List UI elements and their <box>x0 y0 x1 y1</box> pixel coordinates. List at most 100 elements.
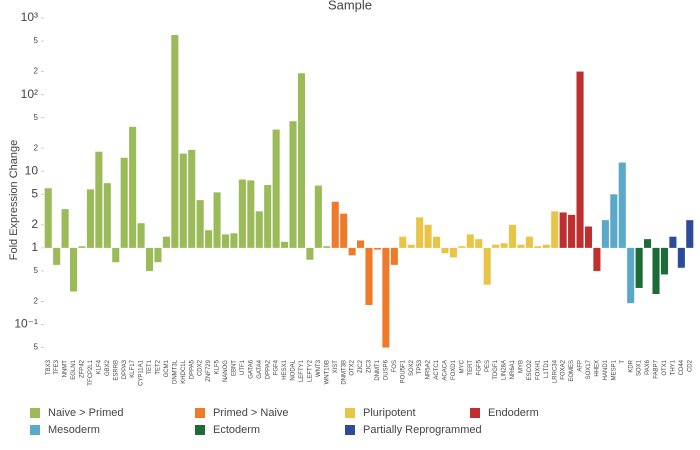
x-tick-label: HESX1 <box>282 359 288 379</box>
x-tick-label: DNMT3L <box>172 359 178 384</box>
x-tick-label: DPPA2 <box>265 359 271 379</box>
bar <box>534 246 542 248</box>
x-tick-label: NR5A2 <box>426 359 432 379</box>
x-tick-label: DNMT3B <box>341 360 347 385</box>
bar <box>272 129 280 248</box>
bar <box>686 220 694 248</box>
y-tick-label: 10³ <box>21 10 38 24</box>
bar <box>559 212 567 248</box>
y-tick-label: 10⁻¹ <box>14 317 38 331</box>
bar <box>129 126 137 248</box>
x-tick-label: TET2 <box>156 359 162 374</box>
legend-swatch <box>345 408 355 418</box>
x-tick-label: ACACA <box>443 360 449 381</box>
bar <box>103 183 111 248</box>
bar <box>458 246 466 248</box>
x-tick-label: DPPA5 <box>189 359 195 379</box>
bar <box>171 34 179 248</box>
y-tick-label: 5 <box>34 113 39 122</box>
x-tick-label: ZNF729 <box>206 359 212 381</box>
x-tick-label: THY1 <box>670 359 676 375</box>
bar <box>323 246 331 248</box>
x-tick-label: MYC <box>459 359 465 373</box>
bar <box>238 179 246 248</box>
x-tick-label: CD2 <box>687 359 693 372</box>
y-tick-label: 5 <box>34 343 39 352</box>
bar <box>390 247 398 265</box>
x-tick-label: UTF1 <box>240 359 246 375</box>
x-tick-label: MESP1 <box>611 359 617 380</box>
bar <box>78 246 86 248</box>
legend-label: Pluripotent <box>363 407 416 419</box>
x-tick-label: LEFTY2 <box>307 359 313 382</box>
bar <box>610 194 618 248</box>
legend-label: Partially Reprogrammed <box>363 424 482 436</box>
x-tick-label: TP53 <box>417 359 423 374</box>
y-tick-label: 10 <box>25 163 39 177</box>
x-tick-label: ACTC1 <box>434 359 440 379</box>
x-tick-label: FGF4 <box>274 359 280 375</box>
x-tick-label: ZIC2 <box>358 359 364 373</box>
x-tick-label: FOS <box>392 360 398 372</box>
legend-swatch <box>195 408 205 418</box>
bar <box>517 244 525 248</box>
bar <box>618 162 626 248</box>
x-tick-label: FGF5 <box>476 359 482 375</box>
x-tick-label: CD44 <box>679 359 685 375</box>
bar <box>601 220 609 248</box>
bar <box>297 73 306 248</box>
y-tick-label: 2 <box>34 143 39 152</box>
x-tick-label: KLF5 <box>215 359 221 374</box>
bar <box>61 209 69 248</box>
x-tick-label: NODAL <box>291 359 297 380</box>
legend-swatch <box>30 408 40 418</box>
x-tick-label: HHEX <box>595 360 601 377</box>
bar <box>669 236 677 248</box>
x-tick-label: POU5F1 <box>400 359 406 383</box>
legend-label: Ectoderm <box>213 424 260 436</box>
x-tick-label: KDR <box>628 359 634 372</box>
x-tick-label: LRRC34 <box>552 359 558 383</box>
bar <box>593 247 601 271</box>
bar <box>95 151 103 248</box>
bar <box>525 236 533 248</box>
x-tick-label: TERT <box>468 360 474 376</box>
legend-swatch <box>345 425 355 435</box>
x-tick-label: WNT3 <box>316 359 322 377</box>
bar <box>137 223 145 248</box>
bar <box>677 247 685 268</box>
bar <box>120 157 128 248</box>
x-tick-label: MYB <box>519 360 525 373</box>
y-tick-label: 2 <box>34 67 39 76</box>
bar <box>500 243 508 248</box>
x-tick-label: CYP11A1 <box>139 359 145 386</box>
bar <box>281 241 289 248</box>
bar <box>264 185 272 248</box>
bar <box>247 180 255 248</box>
x-tick-label: ESCO2 <box>527 359 533 380</box>
x-tick-label: TBX3 <box>46 359 52 375</box>
bar <box>424 224 432 248</box>
bar <box>70 247 78 292</box>
x-tick-label: ZFP42 <box>80 359 86 378</box>
bar <box>44 188 52 248</box>
chart-title: Sample <box>328 0 372 12</box>
x-tick-label: KHDC1L <box>181 359 187 383</box>
x-tick-label: L1TD1 <box>544 359 550 378</box>
bar <box>154 247 162 263</box>
legend-swatch <box>30 425 40 435</box>
y-tick-label: 10² <box>21 87 38 101</box>
x-tick-label: EBNT <box>232 360 238 376</box>
bar <box>373 247 381 250</box>
bar <box>382 247 390 348</box>
x-tick-label: TET1 <box>147 359 153 374</box>
bar <box>466 234 474 248</box>
x-tick-label: TDGF1 <box>493 359 499 379</box>
x-tick-label: PES <box>485 360 491 372</box>
bar <box>196 200 204 248</box>
x-tick-label: CDX2 <box>198 359 204 376</box>
legend-label: Endoderm <box>488 407 539 419</box>
bar <box>644 239 652 248</box>
bar <box>441 247 449 254</box>
